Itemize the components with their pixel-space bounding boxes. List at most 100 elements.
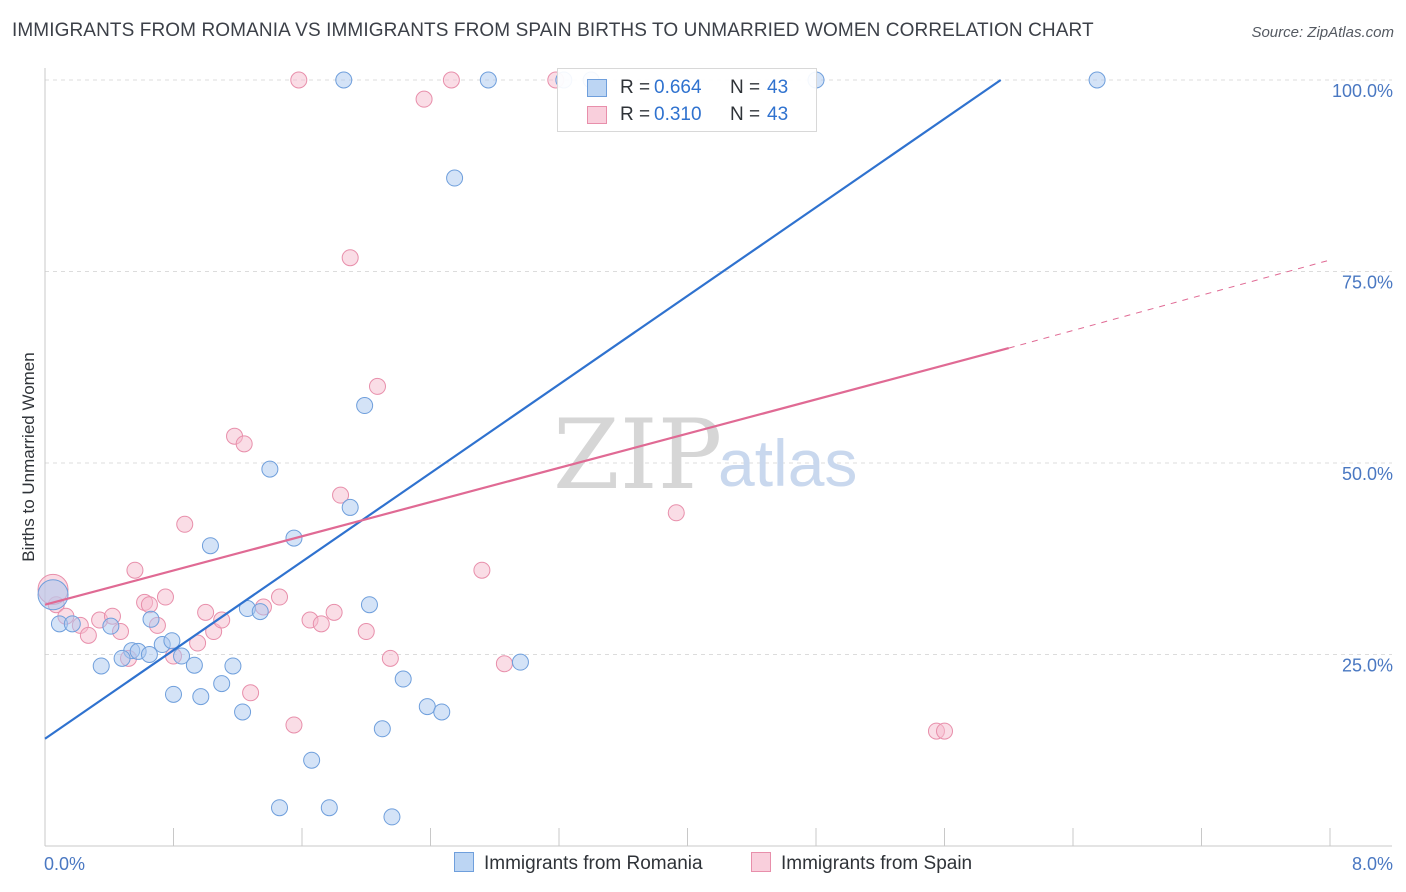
- spain-point: [242, 684, 260, 702]
- romania-point: [356, 397, 374, 415]
- legend-swatch-romania: [454, 852, 474, 872]
- romania-point: [303, 751, 321, 769]
- romania-point: [140, 646, 158, 663]
- spain-trend-extension: [1008, 259, 1331, 349]
- romania-point: [511, 653, 529, 671]
- spain-point: [667, 504, 685, 522]
- romania-point: [383, 808, 401, 826]
- tick-labels: 25.0% 50.0% 75.0% 100.0% 0.0% 8.0%: [44, 81, 1393, 874]
- y-axis-label: Births to Unmarried Women: [19, 352, 38, 561]
- romania-point: [37, 579, 69, 611]
- series-legend: Immigrants from Romania Immigrants from …: [0, 850, 1406, 880]
- x-tick-label: 0.0%: [44, 854, 85, 874]
- romania-point: [360, 596, 378, 614]
- romania-point: [63, 615, 81, 633]
- spain-point: [213, 611, 231, 629]
- legend-swatch-spain: [751, 852, 771, 872]
- romania-point: [271, 799, 289, 817]
- spain-point: [285, 716, 303, 734]
- spain-point: [381, 649, 399, 667]
- spain-point: [189, 634, 207, 652]
- romania-point: [165, 685, 182, 703]
- trend-lines: [44, 79, 1331, 740]
- legend-r-value: 0.664: [654, 77, 702, 98]
- legend-label-spain: Immigrants from Spain: [781, 853, 973, 874]
- spain-point: [176, 515, 194, 533]
- spain-point: [140, 596, 158, 614]
- romania-point: [192, 688, 210, 706]
- legend-label-romania: Immigrants from Romania: [484, 853, 703, 874]
- spain-point: [495, 655, 513, 673]
- romania-point: [261, 460, 279, 478]
- spain-point: [415, 90, 433, 108]
- romania-point: [433, 703, 451, 721]
- spain-point: [271, 588, 289, 606]
- legend-item-spain: Immigrants from Spain: [751, 852, 972, 875]
- y-tick-label: 50.0%: [1342, 464, 1393, 484]
- spain-point: [473, 561, 491, 579]
- y-tick-label: 100.0%: [1332, 81, 1393, 101]
- romania-point: [92, 657, 110, 675]
- chart-title: IMMIGRANTS FROM ROMANIA VS IMMIGRANTS FR…: [12, 20, 1094, 41]
- legend-n-label: N =: [730, 104, 761, 125]
- legend-swatch-romania: [587, 79, 607, 97]
- y-tick-label: 25.0%: [1342, 656, 1393, 676]
- romania-point: [185, 656, 203, 674]
- romania-point: [341, 498, 359, 516]
- source-note: Source: ZipAtlas.com: [1251, 24, 1394, 41]
- spain-point: [79, 626, 97, 644]
- legend-r-value: 0.310: [654, 104, 702, 125]
- legend-item-romania: Immigrants from Romania: [454, 852, 703, 875]
- spain-point: [368, 377, 386, 395]
- romania-point: [102, 617, 120, 635]
- watermark: ZIP atlas: [553, 399, 857, 511]
- spain-point: [325, 603, 343, 621]
- legend-r-label: R =: [620, 104, 651, 125]
- legend-n-value: 43: [767, 104, 789, 125]
- romania-point: [234, 703, 252, 721]
- correlation-legend: R = 0.664 N = 43 R = 0.310 N = 43: [557, 68, 817, 132]
- romania-point: [446, 169, 464, 187]
- romania-trend-line: [44, 79, 1002, 740]
- romania-point: [201, 537, 219, 555]
- legend-row-romania: R = 0.664 N = 43: [558, 75, 816, 101]
- romania-point: [251, 603, 269, 621]
- romania-point: [335, 71, 353, 89]
- y-tick-label: 75.0%: [1342, 273, 1393, 293]
- x-tick-label: 8.0%: [1352, 854, 1393, 874]
- romania-point: [320, 799, 338, 817]
- romania-point: [1088, 71, 1106, 89]
- spain-point: [290, 71, 308, 89]
- romania-points: [37, 71, 1106, 826]
- spain-point: [442, 71, 460, 89]
- romania-point: [479, 71, 497, 89]
- romania-point: [173, 647, 191, 665]
- spain-point: [332, 486, 350, 504]
- romania-point: [394, 670, 412, 688]
- legend-n-value: 43: [767, 77, 789, 98]
- axis-layer: [44, 68, 1392, 847]
- spain-point: [156, 588, 174, 606]
- spain-point: [936, 722, 953, 740]
- legend-row-spain: R = 0.310 N = 43: [558, 102, 816, 128]
- romania-point: [142, 610, 160, 628]
- romania-point: [373, 720, 391, 738]
- spain-point: [357, 623, 375, 641]
- legend-n-label: N =: [730, 77, 761, 98]
- legend-r-label: R =: [620, 77, 651, 98]
- watermark-zip: ZIP: [553, 399, 722, 511]
- spain-point: [126, 561, 144, 579]
- spain-point: [341, 249, 359, 267]
- grid-layer: [45, 79, 1392, 655]
- spain-point: [312, 615, 330, 633]
- romania-point: [418, 698, 436, 716]
- spain-point: [235, 435, 253, 453]
- spain-point: [197, 603, 215, 621]
- romania-point: [113, 649, 131, 667]
- romania-point: [213, 675, 231, 693]
- romania-point: [224, 657, 242, 675]
- watermark-atlas: atlas: [718, 426, 857, 500]
- romania-point: [163, 632, 181, 650]
- legend-swatch-spain: [587, 106, 607, 124]
